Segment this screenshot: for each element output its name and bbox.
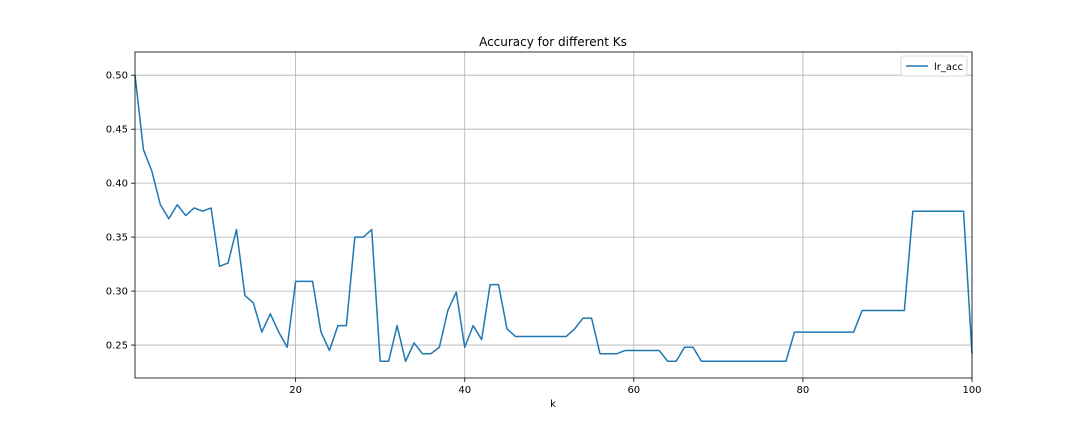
- x-tick-label: 100: [962, 385, 981, 396]
- series-layer: [134, 75, 973, 363]
- plot-frame: [134, 51, 973, 379]
- y-tick-label: 0.25: [106, 341, 128, 352]
- legend-label-lr_acc: lr_acc: [934, 62, 963, 73]
- x-axis: 20 40 60 80 100: [289, 378, 982, 396]
- legend-box: [900, 55, 968, 77]
- y-tick-label: 0.45: [106, 125, 128, 136]
- y-tick-label: 0.50: [106, 71, 128, 82]
- x-axis-label: k: [550, 399, 556, 410]
- y-tick-label: 0.40: [106, 179, 128, 190]
- y-tick-label: 0.30: [106, 287, 128, 298]
- series-line-lr_acc: [134, 75, 973, 363]
- x-tick-label: 60: [627, 385, 640, 396]
- chart-title: Accuracy for different Ks: [479, 35, 627, 49]
- y-tick-label: 0.35: [106, 233, 128, 244]
- legend: lr_acc: [900, 55, 968, 77]
- x-tick-label: 20: [289, 385, 302, 396]
- x-tick-label: 40: [458, 385, 471, 396]
- x-tick-label: 80: [797, 385, 810, 396]
- y-axis: 0.25 0.30 0.35 0.40 0.45 0.50: [106, 71, 135, 352]
